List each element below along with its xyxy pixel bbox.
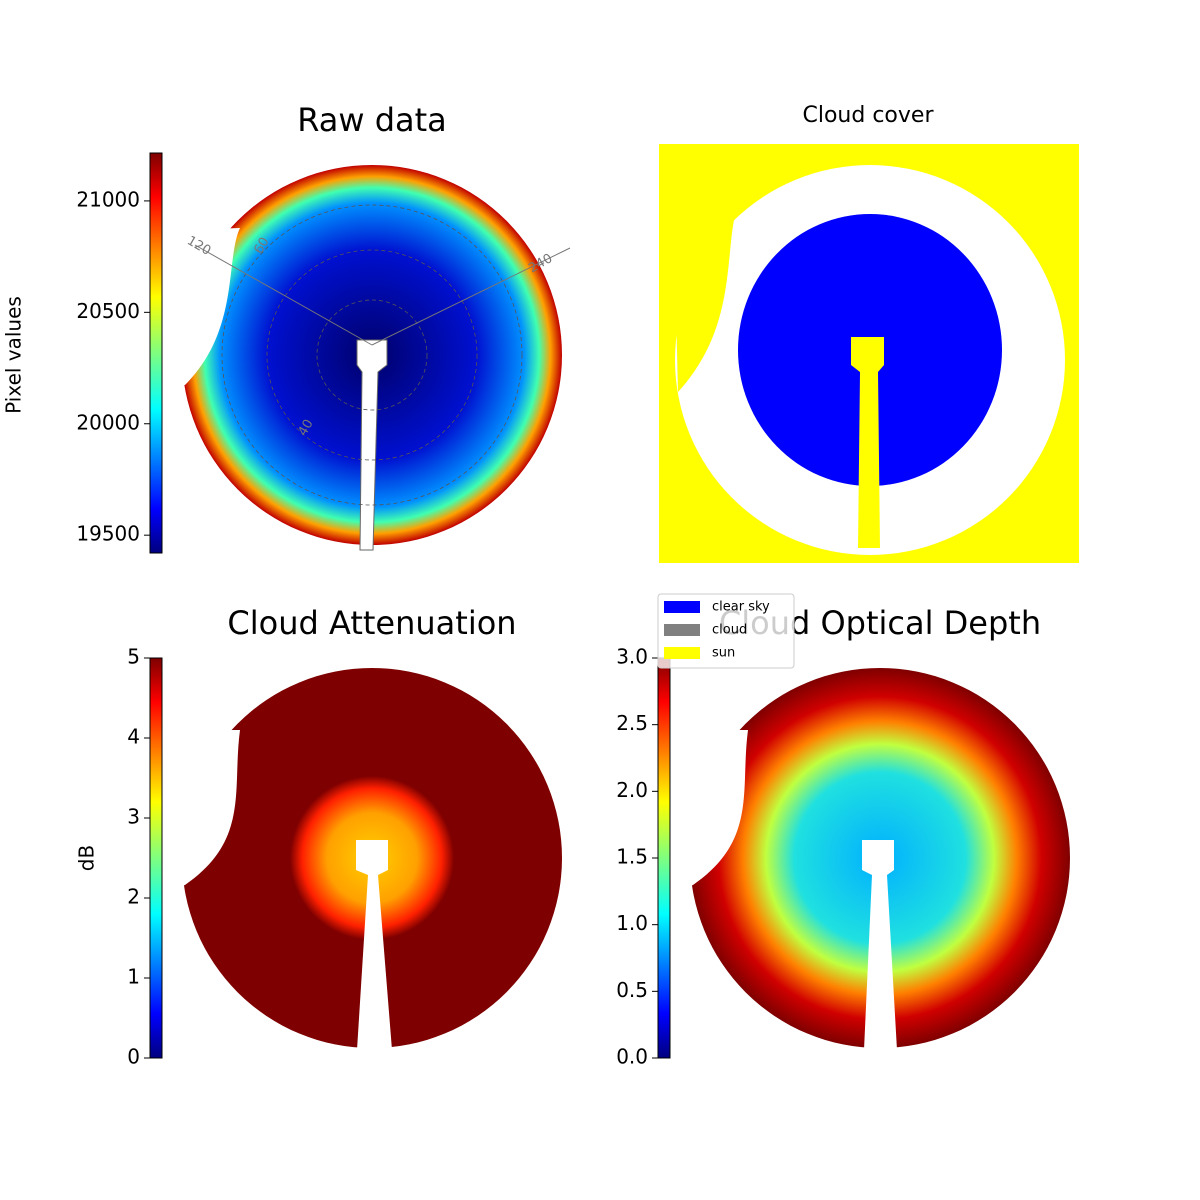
polar-label: 40 <box>296 417 317 439</box>
colorbar <box>657 657 671 1059</box>
colorbar-tick-label: 3 <box>127 805 140 829</box>
colorbar-label: dB <box>75 845 99 871</box>
colorbar-tick-label: 19500 <box>76 522 140 546</box>
colorbar-tick-label: 1.0 <box>616 911 648 935</box>
colorbar <box>149 152 163 554</box>
colorbar-tick-label: 20000 <box>76 410 140 434</box>
colorbar-tick-label: 0 <box>127 1045 140 1069</box>
attenuation-image <box>170 668 562 1050</box>
colorbar-tick-label: 0.5 <box>616 978 648 1002</box>
colorbar <box>149 657 163 1059</box>
panel-title: Cloud Attenuation <box>227 604 516 642</box>
colorbar-tick-label: 21000 <box>76 187 140 211</box>
legend-label: cloud <box>712 623 747 638</box>
legend: clear sky cloud sun <box>657 593 795 669</box>
colorbar-tick-label: 2 <box>127 885 140 909</box>
polar-label: 60 <box>252 235 273 257</box>
colorbar-tick-label: 4 <box>127 725 140 749</box>
colorbar-tick-label: 1 <box>127 965 140 989</box>
panel-title: Cloud cover <box>803 103 935 128</box>
colorbar-tick-label: 5 <box>127 645 140 669</box>
raw-image <box>170 165 571 551</box>
legend-label: sun <box>712 646 735 661</box>
colorbar-tick-label: 3.0 <box>616 645 648 669</box>
colorbar-tick-label: 1.5 <box>616 845 648 869</box>
colorbar-tick-label: 20500 <box>76 299 140 323</box>
legend-swatch <box>664 624 700 636</box>
colorbar-tick-label: 2.5 <box>616 711 648 735</box>
cloud-cover-image <box>659 144 1079 563</box>
colorbar-tick-label: 2.0 <box>616 778 648 802</box>
legend-swatch <box>664 601 700 613</box>
colorbar-label: Pixel values <box>2 296 26 414</box>
optical-depth-image <box>678 668 1070 1050</box>
colorbar-tick-label: 0.0 <box>616 1045 648 1069</box>
panel-title: Raw data <box>297 101 447 139</box>
legend-label: clear sky <box>712 600 770 615</box>
legend-swatch <box>664 647 700 659</box>
